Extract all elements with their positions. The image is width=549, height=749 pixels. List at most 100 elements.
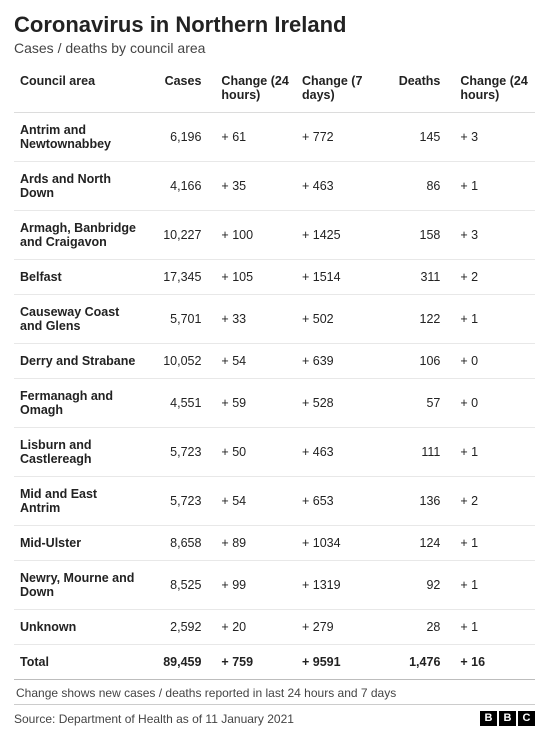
cell-cases: 8,658 bbox=[144, 526, 215, 561]
cell-cases-change-24h: + 99 bbox=[215, 561, 296, 610]
cell-deaths: 86 bbox=[381, 162, 454, 211]
cell-deaths-change-24h: + 16 bbox=[454, 645, 535, 680]
table-row: Belfast17,345+ 105+ 1514311+ 2 bbox=[14, 260, 535, 295]
cell-cases-change-7d: + 463 bbox=[296, 162, 381, 211]
cell-cases: 17,345 bbox=[144, 260, 215, 295]
cell-cases-change-24h: + 35 bbox=[215, 162, 296, 211]
cell-deaths: 124 bbox=[381, 526, 454, 561]
cell-cases-change-24h: + 759 bbox=[215, 645, 296, 680]
col-header-cases-change-24h: Change (24 hours) bbox=[215, 64, 296, 113]
cell-cases-change-7d: + 1034 bbox=[296, 526, 381, 561]
source-row: Source: Department of Health as of 11 Ja… bbox=[14, 705, 535, 726]
footnote: Change shows new cases / deaths reported… bbox=[14, 680, 535, 705]
page-subtitle: Cases / deaths by council area bbox=[14, 40, 535, 56]
cell-deaths: 92 bbox=[381, 561, 454, 610]
cell-deaths: 122 bbox=[381, 295, 454, 344]
cell-deaths-change-24h: + 1 bbox=[454, 162, 535, 211]
cell-cases-change-7d: + 528 bbox=[296, 379, 381, 428]
cell-cases-change-7d: + 639 bbox=[296, 344, 381, 379]
page-title: Coronavirus in Northern Ireland bbox=[14, 12, 535, 38]
cell-cases-change-7d: + 1514 bbox=[296, 260, 381, 295]
cell-area: Belfast bbox=[14, 260, 144, 295]
cell-deaths: 158 bbox=[381, 211, 454, 260]
cell-deaths-change-24h: + 1 bbox=[454, 561, 535, 610]
cell-area: Derry and Strabane bbox=[14, 344, 144, 379]
cell-deaths-change-24h: + 1 bbox=[454, 428, 535, 477]
table-row: Antrim and Newtownabbey6,196+ 61+ 772145… bbox=[14, 113, 535, 162]
cell-cases: 2,592 bbox=[144, 610, 215, 645]
table-row: Causeway Coast and Glens5,701+ 33+ 50212… bbox=[14, 295, 535, 344]
cell-cases: 4,551 bbox=[144, 379, 215, 428]
cell-cases-change-24h: + 20 bbox=[215, 610, 296, 645]
cell-cases-change-24h: + 89 bbox=[215, 526, 296, 561]
bbc-logo-letter: B bbox=[499, 711, 516, 726]
cell-cases: 10,052 bbox=[144, 344, 215, 379]
data-table: Council area Cases Change (24 hours) Cha… bbox=[14, 64, 535, 680]
cell-area: Unknown bbox=[14, 610, 144, 645]
cell-deaths-change-24h: + 1 bbox=[454, 295, 535, 344]
cell-cases: 8,525 bbox=[144, 561, 215, 610]
table-row: Unknown2,592+ 20+ 27928+ 1 bbox=[14, 610, 535, 645]
cell-cases-change-24h: + 105 bbox=[215, 260, 296, 295]
source-text: Source: Department of Health as of 11 Ja… bbox=[14, 712, 294, 726]
cell-deaths: 1,476 bbox=[381, 645, 454, 680]
cell-area: Lisburn and Castlereagh bbox=[14, 428, 144, 477]
table-row: Armagh, Banbridge and Craigavon10,227+ 1… bbox=[14, 211, 535, 260]
cell-area: Armagh, Banbridge and Craigavon bbox=[14, 211, 144, 260]
cell-deaths: 57 bbox=[381, 379, 454, 428]
col-header-cases: Cases bbox=[144, 64, 215, 113]
cell-cases-change-24h: + 59 bbox=[215, 379, 296, 428]
cell-area: Newry, Mourne and Down bbox=[14, 561, 144, 610]
cell-cases: 89,459 bbox=[144, 645, 215, 680]
table-row: Derry and Strabane10,052+ 54+ 639106+ 0 bbox=[14, 344, 535, 379]
table-row: Ards and North Down4,166+ 35+ 46386+ 1 bbox=[14, 162, 535, 211]
cell-cases-change-24h: + 33 bbox=[215, 295, 296, 344]
cell-deaths-change-24h: + 0 bbox=[454, 379, 535, 428]
table-body: Antrim and Newtownabbey6,196+ 61+ 772145… bbox=[14, 113, 535, 680]
cell-cases-change-7d: + 9591 bbox=[296, 645, 381, 680]
cell-area: Ards and North Down bbox=[14, 162, 144, 211]
cell-deaths: 28 bbox=[381, 610, 454, 645]
cell-cases: 5,701 bbox=[144, 295, 215, 344]
cell-cases-change-7d: + 772 bbox=[296, 113, 381, 162]
cell-cases-change-24h: + 100 bbox=[215, 211, 296, 260]
cell-cases: 5,723 bbox=[144, 428, 215, 477]
table-header-row: Council area Cases Change (24 hours) Cha… bbox=[14, 64, 535, 113]
cell-deaths-change-24h: + 1 bbox=[454, 610, 535, 645]
bbc-logo: B B C bbox=[480, 711, 535, 726]
table-row: Total89,459+ 759+ 95911,476+ 16 bbox=[14, 645, 535, 680]
cell-deaths: 111 bbox=[381, 428, 454, 477]
cell-cases-change-24h: + 50 bbox=[215, 428, 296, 477]
cell-deaths-change-24h: + 1 bbox=[454, 526, 535, 561]
cell-cases-change-7d: + 1425 bbox=[296, 211, 381, 260]
col-header-area: Council area bbox=[14, 64, 144, 113]
cell-area: Antrim and Newtownabbey bbox=[14, 113, 144, 162]
cell-deaths-change-24h: + 3 bbox=[454, 211, 535, 260]
cell-cases: 10,227 bbox=[144, 211, 215, 260]
cell-deaths-change-24h: + 2 bbox=[454, 477, 535, 526]
cell-cases-change-24h: + 54 bbox=[215, 344, 296, 379]
cell-area: Mid-Ulster bbox=[14, 526, 144, 561]
cell-area: Mid and East Antrim bbox=[14, 477, 144, 526]
col-header-deaths: Deaths bbox=[381, 64, 454, 113]
cell-deaths-change-24h: + 2 bbox=[454, 260, 535, 295]
bbc-logo-letter: C bbox=[518, 711, 535, 726]
cell-area: Fermanagh and Omagh bbox=[14, 379, 144, 428]
table-row: Fermanagh and Omagh4,551+ 59+ 52857+ 0 bbox=[14, 379, 535, 428]
table-row: Mid and East Antrim5,723+ 54+ 653136+ 2 bbox=[14, 477, 535, 526]
cell-cases-change-7d: + 502 bbox=[296, 295, 381, 344]
cell-deaths-change-24h: + 0 bbox=[454, 344, 535, 379]
cell-cases: 5,723 bbox=[144, 477, 215, 526]
cell-deaths: 106 bbox=[381, 344, 454, 379]
cell-cases-change-24h: + 61 bbox=[215, 113, 296, 162]
cell-deaths: 145 bbox=[381, 113, 454, 162]
col-header-deaths-change-24h: Change (24 hours) bbox=[454, 64, 535, 113]
cell-area: Total bbox=[14, 645, 144, 680]
cell-cases-change-7d: + 653 bbox=[296, 477, 381, 526]
cell-cases-change-7d: + 463 bbox=[296, 428, 381, 477]
cell-cases: 6,196 bbox=[144, 113, 215, 162]
cell-area: Causeway Coast and Glens bbox=[14, 295, 144, 344]
table-row: Lisburn and Castlereagh5,723+ 50+ 463111… bbox=[14, 428, 535, 477]
cell-cases-change-24h: + 54 bbox=[215, 477, 296, 526]
cell-deaths: 311 bbox=[381, 260, 454, 295]
